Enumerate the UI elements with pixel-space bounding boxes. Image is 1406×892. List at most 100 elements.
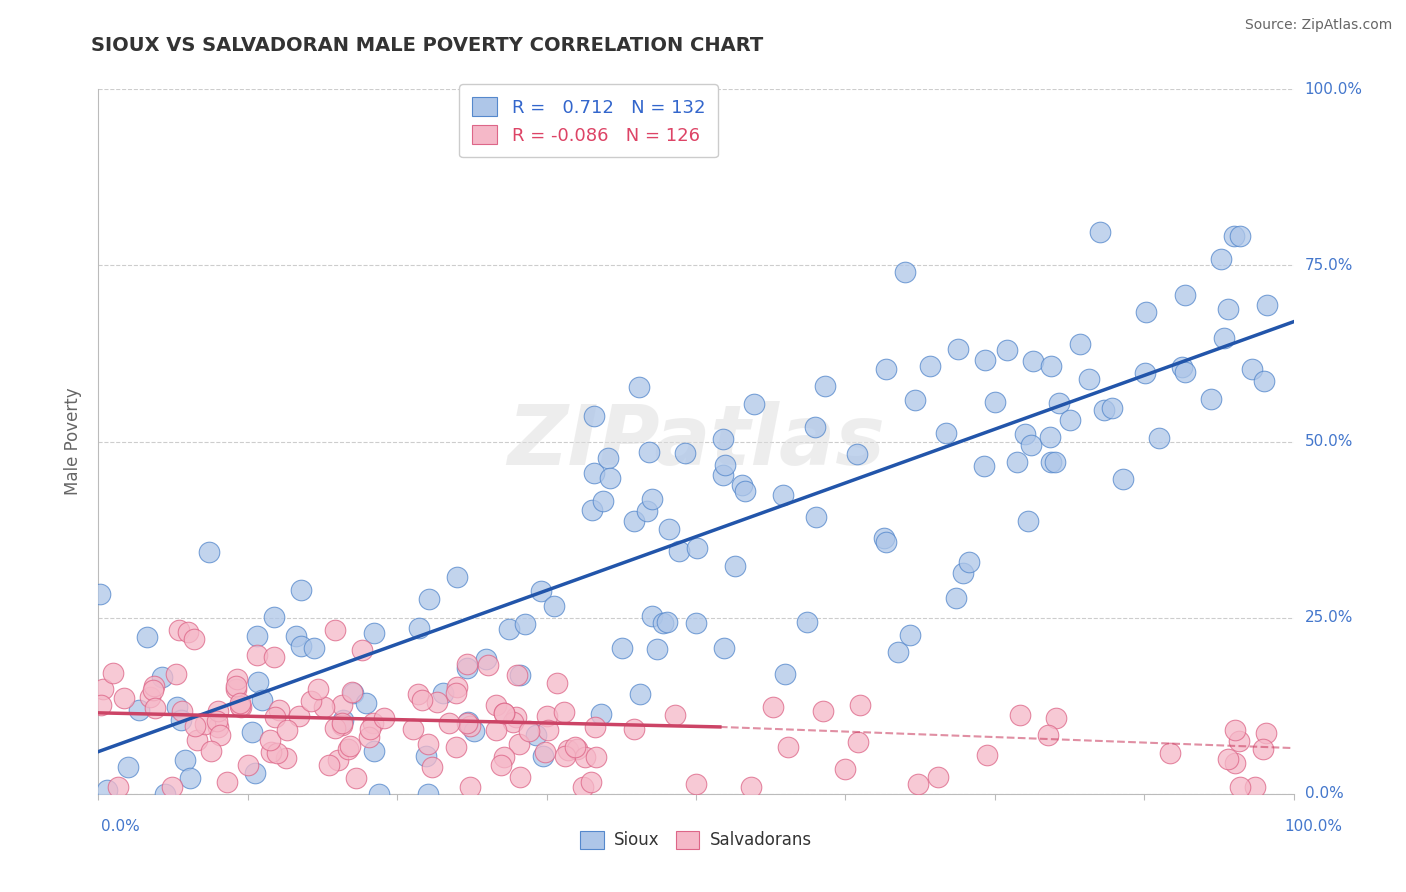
- Point: [508, 737, 530, 751]
- Point: [143, 701, 166, 715]
- Point: [184, 719, 207, 733]
- Point: [136, 631, 159, 645]
- Point: [411, 692, 433, 706]
- Point: [1038, 728, 1060, 742]
- Point: [1111, 471, 1133, 485]
- Point: [546, 675, 568, 690]
- Point: [259, 733, 281, 747]
- Point: [323, 623, 346, 637]
- Point: [579, 775, 602, 789]
- Point: [775, 667, 797, 681]
- Point: [592, 493, 614, 508]
- Point: [505, 710, 527, 724]
- Point: [583, 467, 606, 481]
- Point: [554, 748, 576, 763]
- Point: [946, 343, 969, 357]
- Point: [91, 682, 114, 697]
- Point: [354, 696, 377, 710]
- Point: [170, 704, 193, 718]
- Point: [456, 716, 478, 731]
- Point: [1256, 726, 1278, 740]
- Point: [976, 747, 998, 762]
- Point: [585, 750, 607, 764]
- Point: [290, 639, 312, 653]
- Point: [456, 660, 478, 674]
- Point: [426, 695, 449, 709]
- Point: [873, 531, 896, 545]
- Point: [1227, 733, 1250, 747]
- Point: [537, 723, 560, 737]
- Point: [340, 685, 363, 699]
- Point: [363, 626, 385, 640]
- Point: [1005, 455, 1028, 469]
- Point: [1008, 708, 1031, 723]
- Legend: Sioux, Salvadorans: Sioux, Salvadorans: [574, 824, 818, 856]
- Point: [179, 771, 201, 785]
- Point: [418, 737, 440, 751]
- Text: 100.0%: 100.0%: [1285, 820, 1343, 834]
- Text: ZIPatlas: ZIPatlas: [508, 401, 884, 482]
- Point: [142, 682, 165, 697]
- Point: [711, 432, 734, 446]
- Point: [153, 787, 176, 801]
- Point: [1225, 723, 1247, 737]
- Point: [1174, 365, 1197, 379]
- Point: [834, 763, 856, 777]
- Point: [269, 703, 291, 717]
- Point: [533, 748, 555, 763]
- Point: [229, 699, 252, 714]
- Point: [330, 715, 353, 730]
- Point: [307, 681, 329, 696]
- Point: [533, 745, 555, 759]
- Point: [589, 706, 612, 721]
- Point: [408, 687, 430, 701]
- Point: [89, 587, 111, 601]
- Point: [1039, 359, 1062, 373]
- Point: [724, 559, 747, 574]
- Point: [952, 566, 974, 580]
- Point: [432, 686, 454, 700]
- Point: [903, 392, 925, 407]
- Point: [314, 699, 336, 714]
- Point: [489, 758, 512, 772]
- Point: [90, 698, 112, 712]
- Point: [1170, 359, 1192, 374]
- Point: [1022, 354, 1045, 368]
- Point: [907, 777, 929, 791]
- Point: [627, 380, 650, 394]
- Y-axis label: Male Poverty: Male Poverty: [65, 388, 83, 495]
- Point: [1014, 427, 1036, 442]
- Point: [225, 672, 247, 686]
- Point: [444, 740, 467, 755]
- Point: [264, 710, 287, 724]
- Point: [574, 750, 596, 764]
- Point: [517, 723, 540, 738]
- Point: [498, 622, 520, 636]
- Point: [457, 714, 479, 729]
- Point: [475, 652, 498, 666]
- Text: 100.0%: 100.0%: [1305, 82, 1362, 96]
- Point: [344, 772, 367, 786]
- Point: [1133, 366, 1156, 380]
- Point: [350, 643, 373, 657]
- Point: [173, 753, 195, 767]
- Point: [207, 704, 229, 718]
- Point: [945, 591, 967, 605]
- Point: [228, 698, 250, 713]
- Point: [1077, 372, 1099, 386]
- Point: [142, 679, 165, 693]
- Point: [898, 628, 921, 642]
- Point: [492, 706, 515, 720]
- Point: [811, 704, 834, 718]
- Point: [583, 720, 606, 734]
- Point: [927, 770, 949, 784]
- Point: [772, 488, 794, 502]
- Point: [183, 632, 205, 646]
- Point: [685, 777, 707, 791]
- Point: [641, 492, 664, 507]
- Point: [1019, 438, 1042, 452]
- Point: [571, 780, 593, 794]
- Point: [557, 742, 579, 756]
- Point: [778, 740, 800, 755]
- Point: [342, 686, 364, 700]
